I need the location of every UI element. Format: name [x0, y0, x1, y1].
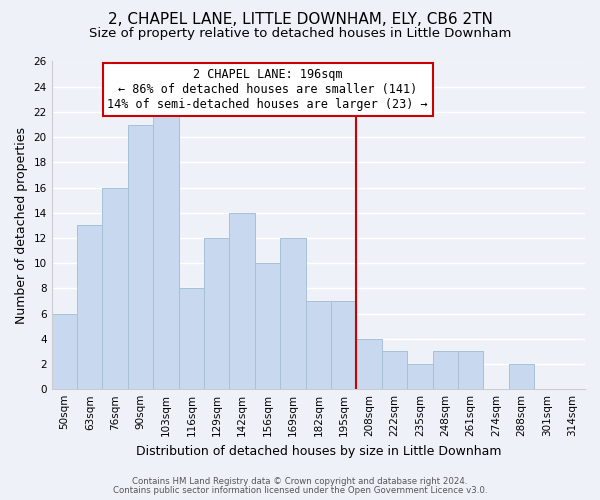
Bar [458, 352, 484, 389]
Bar [229, 212, 255, 389]
Bar [331, 301, 356, 389]
Text: Contains HM Land Registry data © Crown copyright and database right 2024.: Contains HM Land Registry data © Crown c… [132, 477, 468, 486]
Bar [433, 352, 458, 389]
Bar [128, 124, 153, 389]
X-axis label: Distribution of detached houses by size in Little Downham: Distribution of detached houses by size … [136, 444, 501, 458]
Bar [52, 314, 77, 389]
Bar [509, 364, 534, 389]
Bar [255, 263, 280, 389]
Bar [153, 112, 179, 389]
Bar [179, 288, 204, 389]
Bar [280, 238, 305, 389]
Text: Size of property relative to detached houses in Little Downham: Size of property relative to detached ho… [89, 28, 511, 40]
Bar [77, 226, 103, 389]
Text: Contains public sector information licensed under the Open Government Licence v3: Contains public sector information licen… [113, 486, 487, 495]
Bar [382, 352, 407, 389]
Text: 2 CHAPEL LANE: 196sqm
← 86% of detached houses are smaller (141)
14% of semi-det: 2 CHAPEL LANE: 196sqm ← 86% of detached … [107, 68, 428, 111]
Bar [103, 188, 128, 389]
Bar [407, 364, 433, 389]
Bar [305, 301, 331, 389]
Y-axis label: Number of detached properties: Number of detached properties [15, 127, 28, 324]
Text: 2, CHAPEL LANE, LITTLE DOWNHAM, ELY, CB6 2TN: 2, CHAPEL LANE, LITTLE DOWNHAM, ELY, CB6… [107, 12, 493, 28]
Bar [204, 238, 229, 389]
Bar [356, 339, 382, 389]
